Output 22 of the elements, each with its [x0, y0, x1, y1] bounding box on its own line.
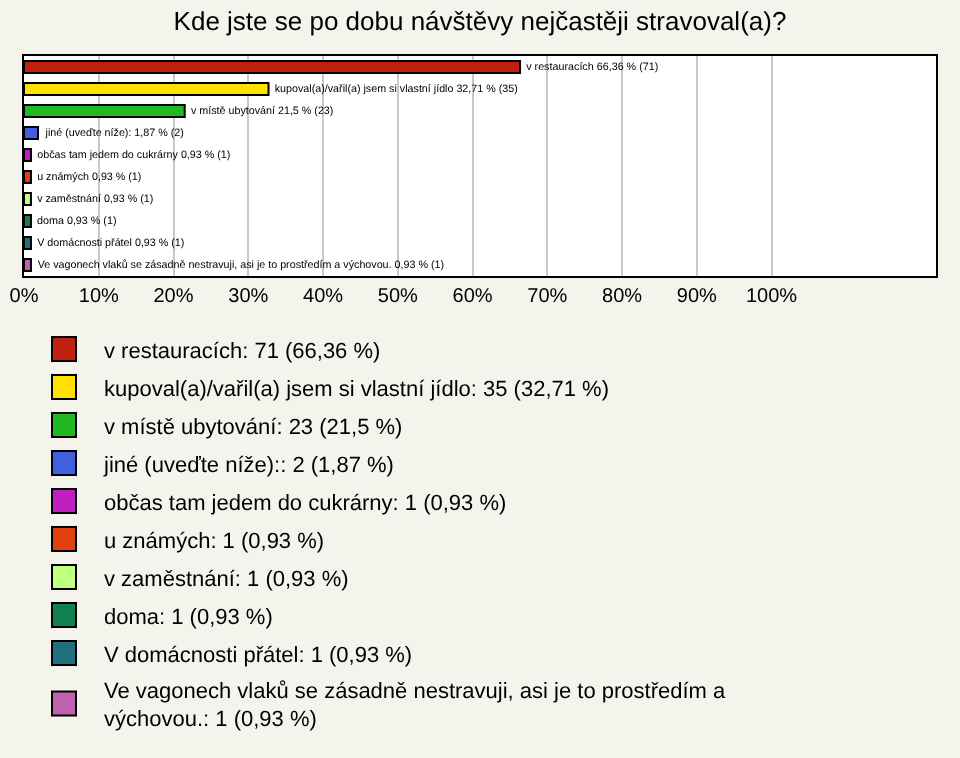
- legend-label: doma: 1 (0,93 %): [104, 605, 273, 630]
- legend-label: v restauracích: 71 (66,36 %): [104, 339, 381, 364]
- x-tick-label: 40%: [303, 286, 344, 308]
- x-tick-label: 100%: [745, 286, 798, 308]
- chart-title: Kde jste se po dobu návštěvy nejčastěji stravoval(a)?: [173, 5, 787, 36]
- legend-label: občas tam jedem do cukrárny: 1 (0,93 %): [104, 491, 507, 516]
- x-tick-label: 10%: [78, 286, 119, 308]
- legend-label: v místě ubytování: 23 (21,5 %): [104, 415, 403, 440]
- x-tick-label: 80%: [602, 286, 643, 308]
- legend-label: Ve vagonech vlaků se zásadně nestravuji, asi je to prostředím a výchovou.: 1 (0,93 %): [104, 679, 728, 733]
- legend-label: kupoval(a)/vařil(a) jsem si vlastní jídlo: 35 (32,71 %): [104, 377, 609, 402]
- x-tick-label: 30%: [228, 286, 269, 308]
- x-tick-label: 90%: [676, 286, 718, 308]
- x-tick-label: 20%: [153, 286, 194, 308]
- x-tick-label: 70%: [527, 286, 568, 308]
- legend-label: v zaměstnání: 1 (0,93 %): [104, 567, 349, 592]
- legend-label: u známých: 1 (0,93 %): [104, 529, 325, 554]
- legend-label: jiné (uveďte níže):: 2 (1,87 %): [102, 453, 394, 478]
- x-tick-label: 50%: [377, 286, 419, 308]
- x-tick-label: 60%: [452, 286, 493, 308]
- legend-label: V domácnosti přátel: 1 (0,93 %): [104, 643, 413, 668]
- x-tick-label: 0%: [9, 286, 39, 308]
